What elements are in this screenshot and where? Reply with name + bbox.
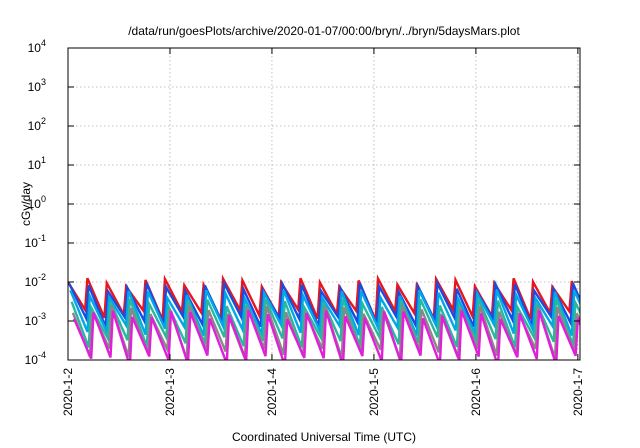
series-line	[72, 309, 580, 360]
y-tick-label: 101	[28, 155, 46, 172]
y-tick-label: 10-1	[25, 233, 46, 250]
y-tick-base: 10	[25, 353, 39, 367]
x-tick-label: 2020-1-2	[61, 368, 75, 416]
y-tick-base: 10	[28, 197, 42, 211]
y-tick-exponent: -3	[38, 311, 46, 321]
y-tick-base: 10	[28, 41, 42, 55]
y-tick-label: 104	[28, 38, 46, 55]
series-group	[68, 274, 580, 360]
y-tick-base: 10	[25, 314, 39, 328]
series-line	[69, 288, 580, 339]
series-line	[68, 274, 580, 325]
y-tick-exponent: 0	[41, 194, 46, 204]
chart-title: /data/run/goesPlots/archive/2020-01-07/0…	[128, 24, 520, 38]
y-tick-exponent: 4	[41, 38, 46, 48]
y-tick-exponent: -2	[38, 272, 46, 282]
x-tick-label: 2020-1-3	[163, 368, 177, 416]
y-tick-label: 10-3	[25, 311, 46, 328]
y-tick-exponent: 3	[41, 77, 46, 87]
series-line	[71, 305, 580, 360]
y-tick-label: 103	[28, 77, 46, 94]
x-tick-labels: 2020-1-2 2020-1-3 2020-1-4 2020-1-5 2020-1-6…	[61, 368, 585, 416]
y-tick-exponent: 1	[41, 155, 46, 165]
series-line	[68, 278, 580, 330]
x-tick-label: 2020-1-4	[265, 368, 279, 416]
y-tick-base: 10	[28, 80, 42, 94]
x-axis-label: Coordinated Universal Time (UTC)	[232, 430, 416, 444]
y-tick-exponent: -4	[38, 350, 46, 360]
series-line	[70, 298, 580, 348]
y-tick-label: 10-4	[25, 350, 46, 367]
y-tick-exponent: -1	[38, 233, 46, 243]
x-tick-label: 2020-1-5	[367, 368, 381, 416]
tick-marks	[67, 47, 580, 361]
x-tick-label: 2020-1-7	[571, 368, 585, 416]
y-tick-label: 10-2	[25, 272, 46, 289]
y-tick-base: 10	[25, 236, 39, 250]
x-tick-label: 2020-1-6	[469, 368, 483, 416]
y-axis-label: cGy/day	[19, 182, 33, 226]
y-tick-base: 10	[28, 158, 42, 172]
y-tick-exponent: 2	[41, 116, 46, 126]
y-tick-label: 100	[28, 194, 46, 211]
y-tick-label: 102	[28, 116, 46, 133]
y-tick-base: 10	[25, 275, 39, 289]
y-tick-base: 10	[28, 119, 42, 133]
